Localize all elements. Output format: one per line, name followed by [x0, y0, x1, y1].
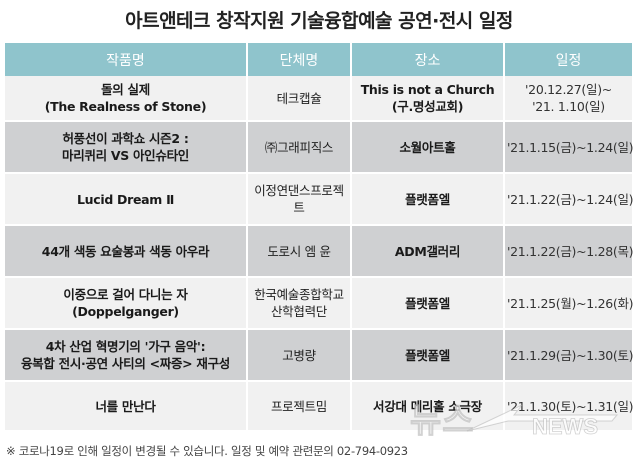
header-date: 일정	[504, 43, 632, 76]
table-row: 44개 색동 요술봉과 색동 아우라 도로시 엠 윤 ADM갤러리 '21.1.22(…	[5, 225, 634, 278]
cell-date: '21.1.25(월)~1.26(화)	[504, 277, 634, 330]
cell-work: 돌의 실제 (The Realness of Stone)	[5, 76, 248, 122]
cell-date-line: '21.1.29(금)~1.30(토)	[507, 347, 634, 363]
cell-date-line: '21. 1.10(일)	[532, 99, 605, 114]
cell-place: This is not a Church (구.명성교회)	[351, 76, 505, 122]
cell-work: 허풍선이 과학쇼 시즌2 : 마리퀴리 VS 아인슈타인	[5, 121, 248, 174]
header-place: 장소	[351, 43, 505, 76]
cell-work: 44개 색동 요술봉과 색동 아우라	[5, 225, 248, 278]
cell-place-line: 플랫폼엘	[405, 191, 450, 207]
cell-work-line: 44개 색동 요술봉과 색동 아우라	[41, 243, 210, 259]
cell-place: 플랫폼엘	[351, 173, 505, 226]
cell-work-line: 허풍선이 과학쇼 시즌2 :	[62, 131, 189, 146]
cell-work-line: 융복합 전시·공연 사티의 <짜증> 재구성	[20, 356, 230, 371]
cell-group-line: 고병량	[282, 347, 316, 363]
header-work: 작품명	[5, 43, 248, 76]
table-row: 4차 산업 혁명기의 '가구 음악': 융복합 전시·공연 사티의 <짜증> 재구…	[5, 329, 634, 382]
cell-date-line: '21.1.30(토)~1.31(일)	[507, 398, 634, 414]
cell-work-line: 4차 산업 혁명기의 '가구 음악':	[45, 339, 206, 354]
cell-group-line: 프로젝트밈	[270, 398, 327, 414]
cell-date: '21.1.22(금)~1.28(목)	[504, 225, 634, 278]
page-title: 아트앤테크 창작지원 기술융합예술 공연·전시 일정	[125, 10, 513, 32]
cell-date-line: '21.1.25(월)~1.26(화)	[507, 295, 634, 311]
cell-group: 이정연댄스프로젝트	[247, 173, 352, 226]
cell-date: '21.1.29(금)~1.30(토)	[504, 329, 634, 382]
cell-group-line: 도로시 엠 윤	[267, 243, 331, 259]
table-header-row: 작품명 단체명 장소 일정	[5, 43, 632, 76]
cell-group: 프로젝트밈	[247, 381, 352, 432]
cell-work: 이중으로 걸어 다니는 자 (Doppelganger)	[5, 277, 248, 330]
cell-group: ㈜그래피직스	[247, 121, 352, 174]
cell-group: 테크캡슐	[247, 76, 352, 122]
cell-place: 서강대 메리홀 소극장	[351, 381, 505, 432]
cell-work-line: (Doppelganger)	[72, 304, 179, 319]
cell-date: '21.1.15(금)~1.24(일)	[504, 121, 634, 174]
cell-place: 플랫폼엘	[351, 277, 505, 330]
cell-work-line: (The Realness of Stone)	[44, 99, 207, 114]
cell-date-line: '21.1.22(금)~1.24(일)	[507, 191, 634, 207]
cell-place-line: ADM갤러리	[394, 243, 461, 259]
cell-group-line: ㈜그래피직스	[264, 139, 334, 155]
table-row: 돌의 실제 (The Realness of Stone) 테크캡슐 This is …	[5, 76, 632, 122]
cell-work-line: 이중으로 걸어 다니는 자	[63, 287, 188, 302]
cell-date-line: '21.1.15(금)~1.24(일)	[507, 139, 634, 155]
cell-group: 고병량	[247, 329, 352, 382]
cell-place: 소월아트홀	[351, 121, 505, 174]
cell-date-line: '21.1.22(금)~1.28(목)	[507, 243, 634, 259]
cell-date-line: '20.12.27(일)~	[525, 82, 612, 97]
cell-work-line: Lucid Dream Ⅱ	[76, 191, 175, 207]
cell-place-line: 플랫폼엘	[405, 347, 450, 363]
cell-work-line: 마리퀴리 VS 아인슈타인	[62, 148, 189, 163]
cell-group: 도로시 엠 윤	[247, 225, 352, 278]
table-row: 너를 만난다 프로젝트밈 서강대 메리홀 소극장 '21.1.30(토)~1.31(일…	[5, 381, 634, 432]
header-group: 단체명	[247, 43, 352, 76]
cell-date: '20.12.27(일)~ '21. 1.10(일)	[504, 76, 632, 122]
cell-place-line: 플랫폼엘	[405, 295, 450, 311]
cell-work: 너를 만난다	[5, 381, 248, 432]
cell-work: 4차 산업 혁명기의 '가구 음악': 융복합 전시·공연 사티의 <짜증> 재구…	[5, 329, 248, 382]
cell-group-line: 산학협력단	[270, 304, 327, 319]
cell-work-line: 너를 만난다	[95, 398, 156, 414]
cell-work-line: 돌의 실제	[101, 82, 150, 97]
cell-place: 플랫폼엘	[351, 329, 505, 382]
cell-place-line: This is not a Church	[360, 82, 495, 97]
table-row: Lucid Dream Ⅱ 이정연댄스프로젝트 플랫폼엘 '21.1.22(금)~1.…	[5, 173, 634, 226]
cell-date: '21.1.22(금)~1.24(일)	[504, 173, 634, 226]
cell-place-line: 소월아트홀	[399, 139, 456, 155]
cell-place: ADM갤러리	[351, 225, 505, 278]
cell-group-line: 한국예술종합학교	[254, 287, 344, 302]
schedule-table: 작품명 단체명 장소 일정 돌의 실제 (The Realness of Ston…	[5, 43, 634, 432]
cell-work: Lucid Dream Ⅱ	[5, 173, 248, 226]
cell-date: '21.1.30(토)~1.31(일)	[504, 381, 634, 432]
cell-group-line: 이정연댄스프로젝트	[254, 183, 344, 215]
footnote: ※ 코로나19로 인해 일정이 변경될 수 있습니다. 일정 및 예약 관련문의…	[6, 444, 408, 458]
cell-place-line: (구.명성교회)	[391, 99, 464, 114]
table-row: 허풍선이 과학쇼 시즌2 : 마리퀴리 VS 아인슈타인 ㈜그래피직스 소월아트홀 '2…	[5, 121, 634, 174]
cell-group-line: 테크캡슐	[276, 90, 322, 106]
cell-place-line: 서강대 메리홀 소극장	[373, 398, 482, 414]
